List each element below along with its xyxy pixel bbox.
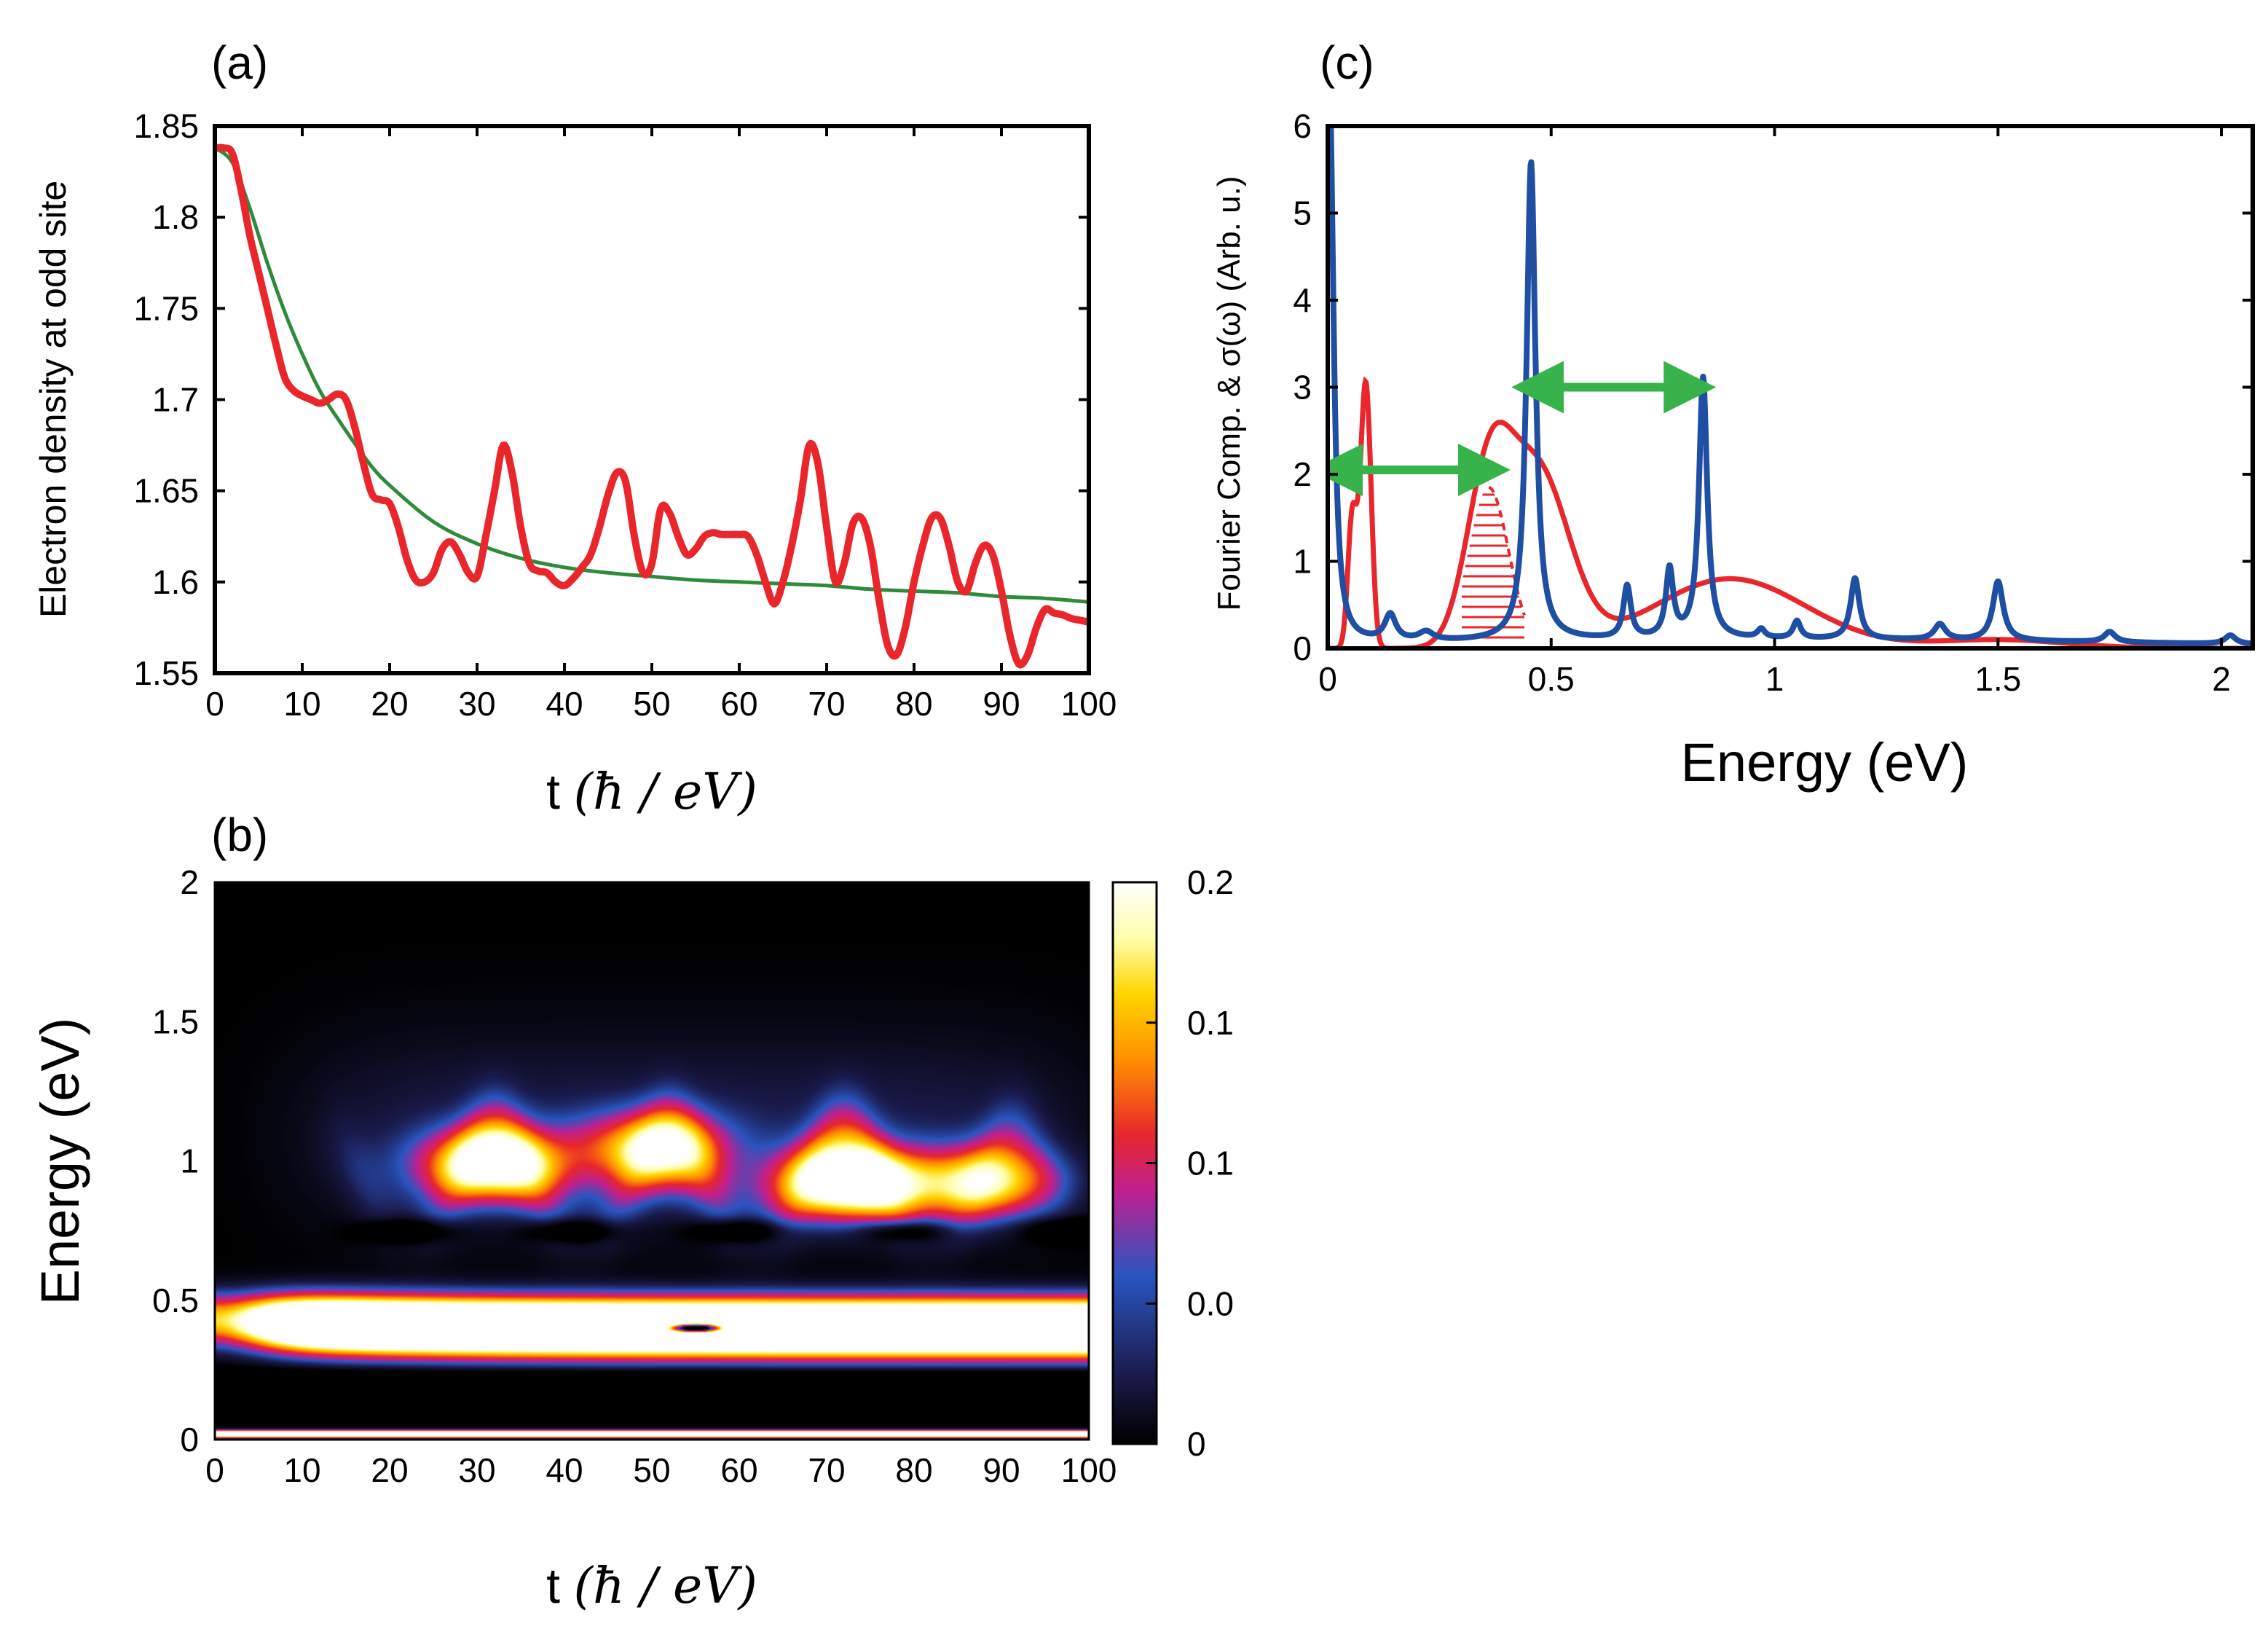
panel-b-y-tick-label-2: 1 [180,1142,199,1180]
colorbar-tick-label-3: 0.1 [1187,1004,1234,1042]
panel-c-label: (c) [1320,36,1374,89]
colorbar: 0 0.0 0.1 0.1 0.2 [1111,863,1234,1463]
panel-a-x-tick-label-4: 40 [546,685,583,723]
panel-b-label: (b) [211,809,268,861]
panel-b-x-tick-label-0: 0 [205,1451,224,1489]
panel-b-x-axis-label-t: t [546,1558,560,1614]
panel-c-y-tick-label-2: 2 [1293,455,1312,493]
panel-c-y-axis-label: Fourier Comp. & σ(ω) (Arb. u.) [1211,176,1247,611]
panel-a-x-tick-label-5: 50 [633,685,670,723]
panel-a-x-axis-label: t (ħ / eV) [546,763,757,821]
panel-a-label: (a) [211,36,268,89]
panel-c-y-tick-label-0: 0 [1293,629,1312,667]
panel-a-x-axis-label-units: (ħ / eV) [574,763,757,821]
panel-c-x-tick-label-1: 0.5 [1528,660,1575,698]
panel-c-x-tick-label-0: 0 [1318,660,1337,698]
panel-b-plot [215,882,1089,1440]
panel-a-x-tick-label-6: 60 [720,685,757,723]
panel-a-x-tick-label-7: 70 [808,685,845,723]
panel-c-x-tick-label-3: 1.5 [1974,660,2021,698]
panel-a-x-tick-label-2: 20 [371,685,408,723]
colorbar-tick-label-2: 0.1 [1187,1145,1234,1182]
panel-b-y-tick-label-0: 0 [180,1421,199,1459]
series-fourier-line [1328,126,2253,647]
panel-a-y-tick-label-1: 1.6 [152,563,199,601]
panel-b: (b) 0 10 20 30 40 50 60 70 80 90 100 0 0.5 1 1.5 2 Ene… [30,809,1234,1615]
series-simulation-line [215,144,1089,669]
panel-a-y-tick-label-4: 1.75 [133,289,199,327]
panel-a-x-tick-label-1: 10 [283,685,320,723]
panel-a-x-tick-label-8: 80 [895,685,932,723]
panel-b-y-tick-label-4: 2 [180,863,199,901]
panel-b-y-tick-label-1: 0.5 [152,1281,199,1319]
panel-b-x-tick-label-3: 30 [458,1451,495,1489]
hatched-region-dashed-edge [1488,486,1526,616]
panel-a-y-tick-label-6: 1.85 [133,107,199,145]
panel-a-y-tick-label-0: 1.55 [133,654,199,692]
panel-b-x-tick-label-6: 60 [720,1451,757,1489]
panel-c-x-tick-label-2: 1 [1765,660,1784,698]
panel-b-x-tick-label-5: 50 [633,1451,670,1489]
panel-b-x-tick-label-8: 80 [895,1451,932,1489]
panel-b-x-tick-label-4: 40 [546,1451,583,1489]
panel-b-x-tick-label-9: 90 [983,1451,1020,1489]
panel-c-y-tick-label-5: 5 [1293,195,1312,232]
panel-a-x-axis-label-t: t [546,764,560,820]
panel-b-x-axis-label-units: (ħ / eV) [574,1558,757,1615]
heatmap-image [215,882,1089,1440]
panel-a-plot [215,144,1089,669]
panel-a-x-tick-label-3: 30 [458,685,495,723]
panel-a: (a) 0 10 20 30 40 50 60 70 80 90 100 1.551.61.651.… [33,36,1117,821]
panel-c-x-axis-label: Energy (eV) [1681,732,1969,793]
panel-c-y-tick-label-3: 3 [1293,369,1312,407]
panel-b-x-tick-label-1: 10 [283,1451,320,1489]
panel-c-x-ticks: 0 0.5 1 1.5 2 [1318,126,2231,698]
colorbar-tick-label-1: 0.0 [1187,1284,1234,1322]
panel-a-y-axis-label: Electron density at odd site [33,181,74,618]
panel-a-y-ticks: 1.55 1.6 1.65 1.7 1.75 1.8 1.85 [133,107,1089,692]
panel-a-x-tick-label-0: 0 [205,685,224,723]
panel-a-x-ticks: 0 10 20 30 40 50 60 70 80 90 100 [205,126,1117,723]
panel-b-y-tick-label-3: 1.5 [152,1002,199,1040]
panel-b-y-ticks: 0 0.5 1 1.5 2 [152,863,199,1459]
colorbar-tick-label-0: 0 [1187,1425,1206,1463]
panel-a-x-tick-label-10: 100 [1061,685,1117,723]
panel-b-x-tick-label-10: 100 [1061,1451,1117,1489]
panel-c-plot [1328,126,2253,648]
panel-a-y-tick-label-3: 1.7 [152,381,199,419]
panel-c-y-tick-label-4: 4 [1293,281,1312,319]
panel-a-y-tick-label-5: 1.8 [152,198,199,236]
series-fit-line [215,146,1089,604]
panel-c-y-tick-label-6: 6 [1293,107,1312,145]
panel-c-x-tick-label-4: 2 [2212,660,2231,698]
panel-a-y-tick-label-2: 1.65 [133,472,199,510]
panel-b-x-tick-label-7: 70 [808,1451,845,1489]
panel-a-x-tick-label-9: 90 [983,685,1020,723]
panel-b-frame [213,881,1090,1441]
panel-b-y-axis-label: Energy (eV) [30,1018,90,1306]
panel-c: (c) 0 0.5 1 1.5 2 0 1 2 3 4 5 6 Fourier Comp. & σ(… [1211,36,2255,793]
panel-c-y-tick-label-1: 1 [1293,543,1312,581]
colorbar-ticks: 0 0.0 0.1 0.1 0.2 [1146,863,1234,1463]
panel-b-x-axis-label: t (ħ / eV) [546,1558,757,1615]
panel-c-y-ticks: 0 1 2 3 4 5 6 [1293,107,2253,667]
colorbar-tick-label-4: 0.2 [1187,863,1234,901]
panel-b-x-ticks: 0 10 20 30 40 50 60 70 80 90 100 [205,1451,1117,1489]
panel-b-x-tick-label-2: 20 [371,1451,408,1489]
